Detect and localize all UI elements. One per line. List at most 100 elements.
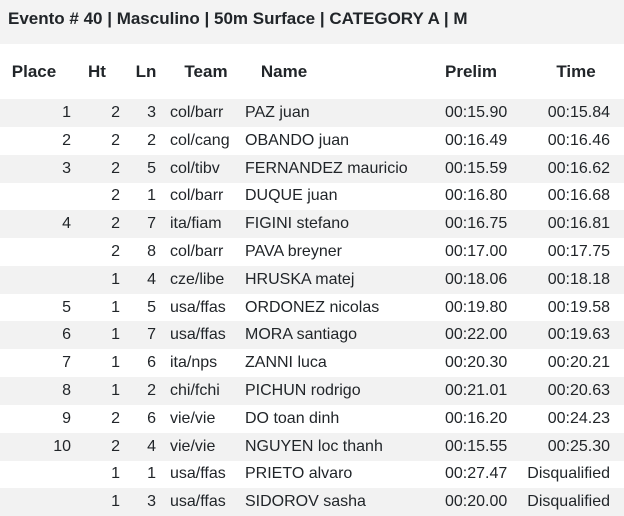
table-cell: 2 xyxy=(111,243,120,260)
table-row: 5 1 5 usa/ffas ORDONEZ nicolas 00:19.80 00:19.… xyxy=(0,294,624,322)
table-cell: PICHUN rodrigo xyxy=(245,382,361,399)
table-cell: PRIETO alvaro xyxy=(245,465,353,483)
table-cell: 2 xyxy=(62,131,71,149)
table-row: 4 2 7 ita/fiam FIGINI stefano 00:16.75 00:16.8… xyxy=(0,210,624,239)
table-cell: 00:17.00 xyxy=(445,243,508,260)
table-cell: 2 xyxy=(111,409,120,427)
table-cell: ita/nps xyxy=(170,354,218,372)
table-cell: 1 xyxy=(111,298,120,316)
table-cell: 7 xyxy=(147,215,156,233)
title: Evento # 40 | Masculino | 50m Surface | … xyxy=(8,9,468,28)
table-cell: 2 xyxy=(111,437,120,455)
table-cell: 00:22.00 xyxy=(445,326,508,344)
table-cell: 00:15.84 xyxy=(547,104,610,121)
table-cell: 1 xyxy=(111,382,120,399)
table-cell: cze/libe xyxy=(170,270,225,288)
table-cell: 00:21.01 xyxy=(445,382,508,399)
table-cell: 1 xyxy=(111,270,120,288)
table-cell: col/barr xyxy=(170,243,224,260)
table-cell: 00:15.59 xyxy=(445,159,508,177)
table-cell: col/tibv xyxy=(170,159,220,177)
table-row: 7 1 6 ita/nps ZANNI luca 00:20.30 00:20.21 xyxy=(0,349,624,377)
table-cell: 2 xyxy=(147,382,156,399)
table-cell: 1 xyxy=(147,187,156,205)
table-cell: 1 xyxy=(111,465,120,483)
table-row: 10 2 4 vie/vie NGUYEN loc thanh 00:15.55 00:25… xyxy=(0,432,624,461)
table-row: 2 2 2 col/cang OBANDO juan 00:16.49 00:16.46 xyxy=(0,127,624,155)
header-row: Place Ht Ln Team Name Prelim Time xyxy=(0,56,624,88)
table-cell: vie/vie xyxy=(170,437,216,455)
table-cell: 2 xyxy=(111,104,120,121)
table-cell: 4 xyxy=(147,437,156,455)
table-cell: MORA santiago xyxy=(245,326,358,344)
table-cell: DO toan dinh xyxy=(245,409,340,427)
table-cell: 7 xyxy=(62,354,71,372)
table-cell: 00:18.06 xyxy=(445,270,508,288)
table-row: 1 1 usa/ffas PRIETO alvaro 00:27.47 Disqualif… xyxy=(0,460,624,488)
table-cell: 5 xyxy=(147,298,156,316)
table-cell: 00:16.20 xyxy=(445,409,508,427)
table-cell: 6 xyxy=(147,409,156,427)
column-header: Place xyxy=(11,62,57,81)
table-cell: ORDONEZ nicolas xyxy=(245,298,380,316)
table-cell: 00:25.30 xyxy=(547,437,610,455)
table-cell: 1 xyxy=(147,465,156,483)
table-cell: 00:19.80 xyxy=(445,298,508,316)
column-header: Ln xyxy=(135,62,157,81)
table-row: 6 1 7 usa/ffas MORA santiago 00:22.00 00:19.63 xyxy=(0,321,624,350)
table-cell: usa/ffas xyxy=(170,465,226,483)
table-cell: 3 xyxy=(62,159,71,177)
table-cell: 00:19.63 xyxy=(547,326,610,344)
table-cell: 00:20.30 xyxy=(445,354,508,372)
table-row: 3 2 5 col/tibv FERNANDEZ mauricio 00:15.59 00:… xyxy=(0,154,624,183)
table-cell: FERNANDEZ mauricio xyxy=(245,159,408,177)
table-cell: 00:15.55 xyxy=(445,437,508,455)
table-cell: PAVA breyner xyxy=(245,243,342,260)
table-cell: HRUSKA matej xyxy=(245,270,355,288)
table-cell: 00:16.80 xyxy=(445,187,508,205)
column-header: Name xyxy=(260,62,308,81)
table-row: 8 1 2 chi/fchi PICHUN rodrigo 00:21.01 00:20.6… xyxy=(0,377,624,405)
table-cell: 00:16.62 xyxy=(547,159,610,177)
table-cell: 4 xyxy=(62,215,71,233)
table-cell: Disqualified xyxy=(527,465,610,483)
table-cell: col/barr xyxy=(170,104,224,121)
table-cell: 1 xyxy=(111,354,120,372)
table-cell: 00:27.47 xyxy=(445,465,508,483)
table-cell: 1 xyxy=(111,326,120,344)
table-cell: OBANDO juan xyxy=(245,131,350,149)
table-cell: SIDOROV sasha xyxy=(245,493,366,511)
table-row: 1 3 usa/ffas SIDOROV sasha 00:20.00 Disqualif… xyxy=(0,488,624,516)
table-cell: 00:18.18 xyxy=(547,270,610,288)
table-cell: 00:24.23 xyxy=(547,409,610,427)
table-cell: chi/fchi xyxy=(170,382,220,399)
table-cell: PAZ juan xyxy=(245,104,310,121)
table-cell: usa/ffas xyxy=(170,326,226,344)
table-cell: 8 xyxy=(62,382,71,399)
table-cell: 7 xyxy=(147,326,156,344)
table-cell: 5 xyxy=(62,298,71,316)
table-row: 9 2 6 vie/vie DO toan dinh 00:16.20 00:24.23 xyxy=(0,405,624,433)
table-row: 1 2 3 col/barr PAZ juan 00:15.90 00:15.84 xyxy=(0,99,624,127)
column-header: Time xyxy=(556,62,596,81)
table-cell: DUQUE juan xyxy=(245,187,338,205)
table-cell: 2 xyxy=(147,131,156,149)
table-cell: 00:19.58 xyxy=(547,298,610,316)
table-cell: 10 xyxy=(53,437,71,455)
table-cell: 2 xyxy=(111,159,120,177)
table-cell: NGUYEN loc thanh xyxy=(245,437,383,455)
table-cell: col/barr xyxy=(170,187,224,205)
table-cell: 00:17.75 xyxy=(547,243,610,260)
table-cell: 2 xyxy=(111,215,120,233)
table-cell: usa/ffas xyxy=(170,298,226,316)
table-cell: 00:20.21 xyxy=(547,354,610,372)
table-cell: 2 xyxy=(111,131,120,149)
table-cell: 00:16.81 xyxy=(547,215,610,233)
title-bar: Evento # 40 | Masculino | 50m Surface | … xyxy=(0,0,624,44)
table-cell: 1 xyxy=(62,104,71,121)
table-cell: 8 xyxy=(147,243,156,260)
table-cell: 6 xyxy=(62,326,71,344)
table-cell: col/cang xyxy=(170,131,230,149)
table-row: 1 4 cze/libe HRUSKA matej 00:18.06 00:18.18 xyxy=(0,265,624,294)
